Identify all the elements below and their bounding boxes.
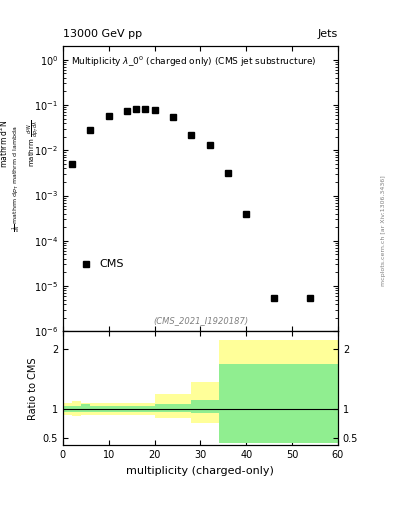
Bar [99,402,109,415]
Text: CMS: CMS [99,260,124,269]
Bar [127,406,154,412]
Bar [154,404,191,412]
Bar [191,400,219,413]
Bar [109,402,127,415]
Text: Multiplicity $\lambda\_0^0$ (charged only) (CMS jet substructure): Multiplicity $\lambda\_0^0$ (charged onl… [71,55,317,69]
Bar [63,402,72,415]
Bar [90,402,99,415]
Bar [72,401,81,416]
Bar [99,406,109,412]
X-axis label: multiplicity (charged-only): multiplicity (charged-only) [127,466,274,476]
Text: 13000 GeV pp: 13000 GeV pp [63,29,142,39]
Bar [191,382,219,423]
Bar [109,406,127,412]
Bar [127,402,154,415]
Bar [154,394,191,417]
Text: $\frac{1}{\mathrm{d}N}$ mathrm d$p_\mathrm{T}$ mathrm d lambda: $\frac{1}{\mathrm{d}N}$ mathrm d$p_\math… [10,126,22,232]
Bar [81,404,90,412]
Bar [72,406,81,412]
Text: mathrm d$^2$N: mathrm d$^2$N [0,119,10,167]
Bar [63,406,72,412]
Bar [90,406,99,412]
Text: mcplots.cern.ch [ar Xiv:1306.3436]: mcplots.cern.ch [ar Xiv:1306.3436] [381,175,386,286]
Text: mathrm $\frac{d^2N}{dp_T\,d\lambda}$: mathrm $\frac{d^2N}{dp_T\,d\lambda}$ [25,120,42,167]
Y-axis label: Ratio to CMS: Ratio to CMS [28,357,39,420]
Text: (CMS_2021_I1920187): (CMS_2021_I1920187) [153,316,248,325]
Bar [219,364,255,443]
Bar [81,402,90,415]
Bar [255,364,338,443]
Bar [219,340,255,443]
Bar [255,340,338,443]
Text: Jets: Jets [318,29,338,39]
